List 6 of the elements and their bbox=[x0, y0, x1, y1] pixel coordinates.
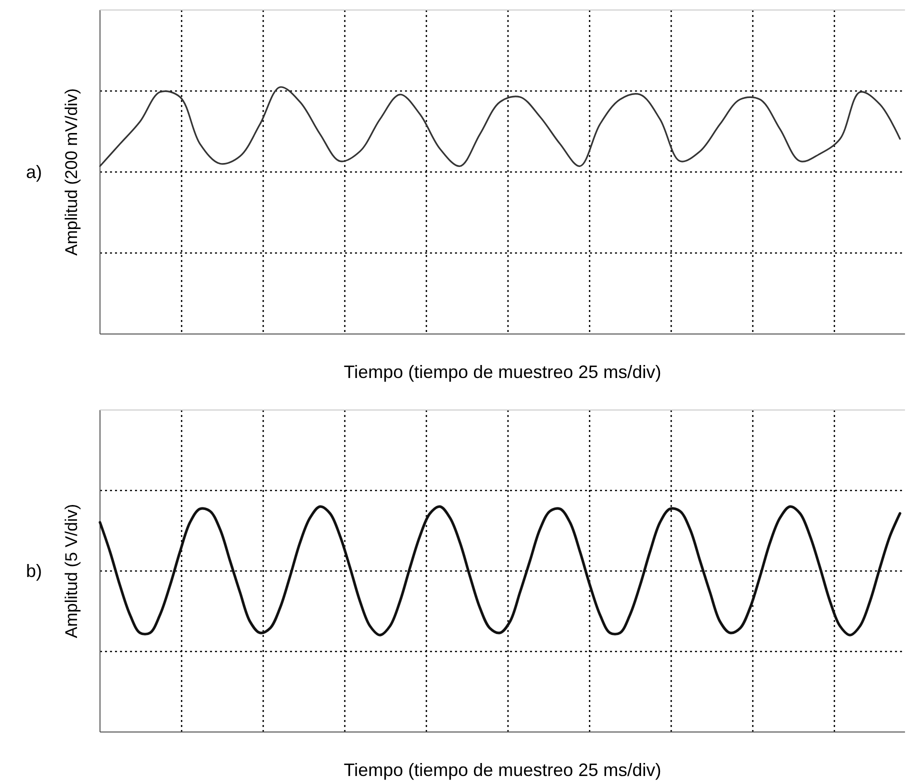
x-axis-title: Tiempo (tiempo de muestreo 25 ms/div) bbox=[344, 362, 662, 382]
y-axis-title: Amplitud (5 V/div) bbox=[62, 504, 81, 638]
y-axis-title: Amplitud (200 mV/div) bbox=[62, 88, 81, 256]
x-axis-title: Tiempo (tiempo de muestreo 25 ms/div) bbox=[344, 760, 662, 780]
text: a) bbox=[26, 162, 42, 182]
text: b) bbox=[26, 561, 42, 581]
